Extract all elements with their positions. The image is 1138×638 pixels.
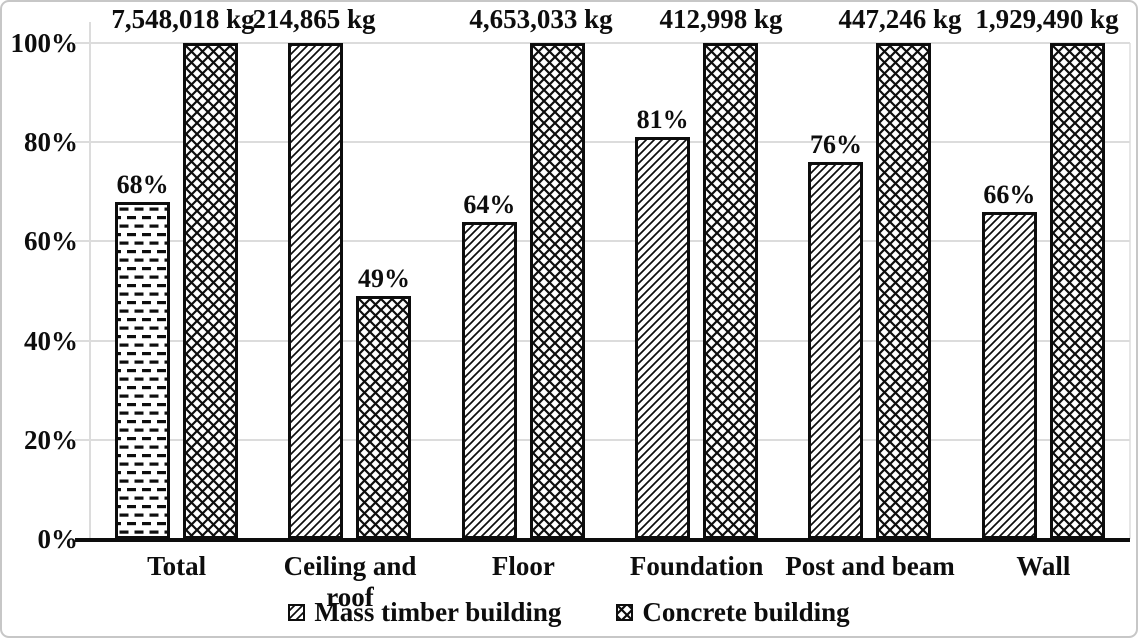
mass-label-ceiling-and-roof: 214,865 kg <box>252 4 376 34</box>
y-tick-label-60: 60% <box>24 226 78 256</box>
bar-group-post-and-beam: 76% <box>783 43 956 539</box>
bar-concrete-building-foundation <box>703 43 759 539</box>
x-category-label-post-and-beam: Post and beam <box>785 551 955 581</box>
value-label-mass-timber-building-total: 68% <box>116 170 169 199</box>
bar-mass-timber-building-post-and-beam: 76% <box>808 130 864 539</box>
bar-concrete-building-total <box>183 43 239 539</box>
legend-item-mass-timber-building: Mass timber building <box>288 597 561 628</box>
x-axis-line <box>75 538 1130 542</box>
bar-group-total: 68% <box>90 43 263 539</box>
y-axis-line <box>89 22 91 539</box>
bar-mass-timber-building-foundation: 81% <box>635 105 691 539</box>
legend-label-concrete-building: Concrete building <box>642 597 850 627</box>
value-label-concrete-building-ceiling-and-roof: 49% <box>357 264 410 293</box>
bar-concrete-building-post-and-beam <box>876 43 932 539</box>
legend-item-concrete-building: Concrete building <box>616 597 850 628</box>
y-tick-label-80: 80% <box>24 127 78 157</box>
gridline-80 <box>75 141 1130 143</box>
gridline-20 <box>75 439 1130 441</box>
y-tick-label-40: 40% <box>24 326 78 356</box>
x-category-label-ceiling-and-roof: Ceiling and roof <box>283 551 417 612</box>
value-label-mass-timber-building-wall: 66% <box>983 180 1036 209</box>
gridline-60 <box>75 240 1130 242</box>
x-category-label-wall: Wall <box>1016 551 1071 581</box>
x-category-label-total: Total <box>147 551 207 581</box>
bar-group-floor: 64% <box>437 43 610 539</box>
mass-label-floor: 4,653,033 kg <box>469 4 613 34</box>
chart-legend: Mass timber building Concrete building <box>2 597 1136 628</box>
value-label-mass-timber-building-foundation: 81% <box>636 105 689 134</box>
bar-group-foundation: 81% <box>610 43 783 539</box>
plot-right-border <box>1129 43 1131 539</box>
mass-label-total: 7,548,018 kg <box>111 4 255 34</box>
bar-concrete-building-floor <box>529 43 585 539</box>
y-tick-label-20: 20% <box>24 425 78 455</box>
legend-label-mass-timber-building: Mass timber building <box>314 597 562 627</box>
y-tick-label-100: 100% <box>10 28 79 58</box>
bar-mass-timber-building-total: 68% <box>115 170 171 539</box>
legend-swatch-diagonal-icon <box>288 604 306 621</box>
mass-label-post-and-beam: 447,246 kg <box>838 4 962 34</box>
gridline-40 <box>75 340 1130 342</box>
bar-mass-timber-building-wall: 66% <box>981 180 1037 539</box>
bar-mass-timber-building-floor: 64% <box>461 190 517 539</box>
gridline-100 <box>75 42 1130 44</box>
mass-label-wall: 1,929,490 kg <box>975 4 1119 34</box>
bar-mass-timber-building-ceiling-and-roof <box>288 43 344 539</box>
value-label-mass-timber-building-post-and-beam: 76% <box>809 130 862 159</box>
bar-concrete-building-wall <box>1049 43 1105 539</box>
value-label-mass-timber-building-floor: 64% <box>463 190 516 219</box>
x-category-label-floor: Floor <box>491 551 555 581</box>
bar-group-ceiling-and-roof: 49% <box>263 43 436 539</box>
x-category-label-foundation: Foundation <box>629 551 764 581</box>
bar-concrete-building-ceiling-and-roof: 49% <box>356 264 412 539</box>
bar-group-wall: 66% <box>957 43 1130 539</box>
mass-label-foundation: 412,998 kg <box>659 4 783 34</box>
y-tick-label-0: 0% <box>37 524 79 554</box>
legend-swatch-crosshatch-icon <box>616 604 634 621</box>
